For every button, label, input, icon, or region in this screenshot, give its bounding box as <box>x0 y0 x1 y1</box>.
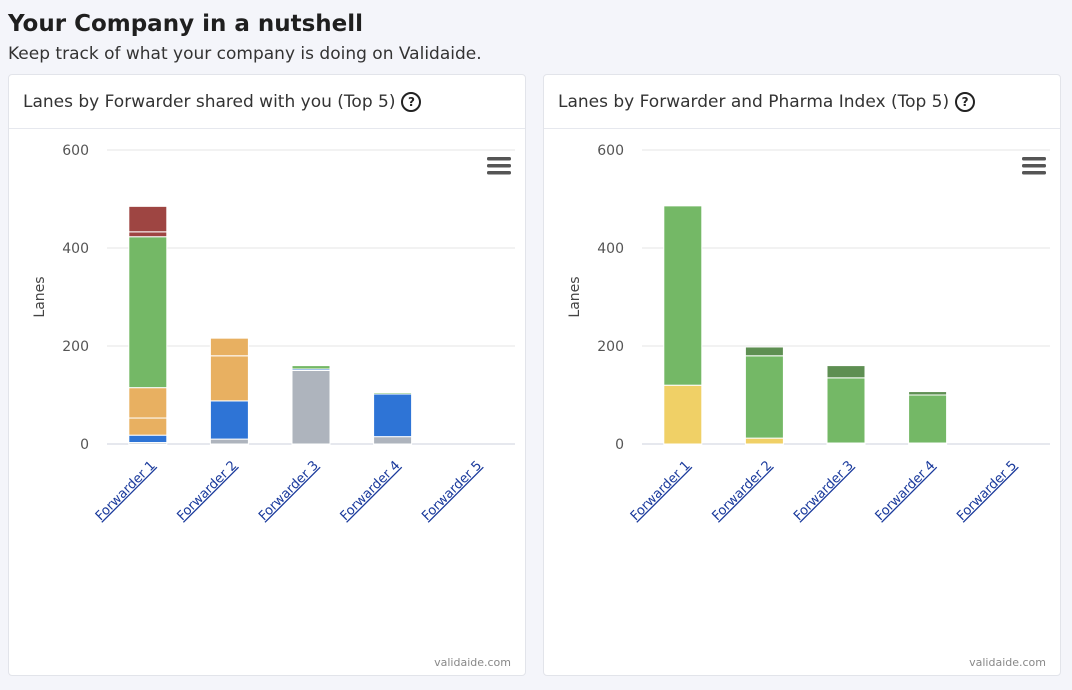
chart-card-pharma-index: Lanes by Forwarder and Pharma Index (Top… <box>543 74 1061 676</box>
bar-segment[interactable] <box>908 391 948 396</box>
page-subtitle: Keep track of what your company is doing… <box>8 44 482 64</box>
x-category-label[interactable]: Forwarder 1 <box>93 458 159 524</box>
x-category-label[interactable]: Forwarder 3 <box>791 458 857 524</box>
x-category-label[interactable]: Forwarder 3 <box>256 458 322 524</box>
card-header: Lanes by Forwarder and Pharma Index (Top… <box>544 75 1060 129</box>
x-category-label[interactable]: Forwarder 4 <box>338 458 404 524</box>
y-tick-label: 400 <box>62 241 89 257</box>
bar-segment[interactable] <box>128 434 168 444</box>
card-header: Lanes by Forwarder shared with you (Top … <box>9 75 525 129</box>
chart-credit[interactable]: validaide.com <box>969 656 1046 669</box>
y-tick-label: 400 <box>597 241 624 257</box>
x-category-label[interactable]: Forwarder 4 <box>873 458 939 524</box>
y-axis-label: Lanes <box>567 276 583 317</box>
chart-credit[interactable]: validaide.com <box>434 656 511 669</box>
bar-segment[interactable] <box>826 365 866 379</box>
card-title: Lanes by Forwarder and Pharma Index (Top… <box>558 91 950 112</box>
hamburger-menu-icon[interactable] <box>487 157 511 175</box>
y-axis-label: Lanes <box>32 276 48 317</box>
y-tick-label: 600 <box>597 143 624 159</box>
bar-segment[interactable] <box>209 438 249 445</box>
bar-segment[interactable] <box>744 346 784 357</box>
chart-card-shared-lanes: Lanes by Forwarder shared with you (Top … <box>8 74 526 676</box>
bar-segment[interactable] <box>373 392 413 395</box>
x-category-label[interactable]: Forwarder 1 <box>628 458 694 524</box>
y-tick-label: 0 <box>80 437 89 453</box>
page-title: Your Company in a nutshell <box>8 11 364 37</box>
y-tick-label: 200 <box>597 339 624 355</box>
bar-segment[interactable] <box>128 231 168 238</box>
card-title: Lanes by Forwarder shared with you (Top … <box>23 91 396 112</box>
help-icon[interactable]: ? <box>401 91 422 112</box>
y-tick-label: 200 <box>62 339 89 355</box>
hamburger-menu-icon[interactable] <box>1022 157 1046 175</box>
bar-segment[interactable] <box>128 236 168 389</box>
bar-segment[interactable] <box>908 394 948 444</box>
x-category-label[interactable]: Forwarder 2 <box>709 458 775 524</box>
y-tick-label: 0 <box>615 437 624 453</box>
bar-segment[interactable] <box>373 393 413 438</box>
x-category-label[interactable]: Forwarder 5 <box>954 458 1020 524</box>
bar-segment[interactable] <box>744 437 784 445</box>
bar-segment[interactable] <box>744 355 784 439</box>
bar-segment[interactable] <box>663 384 703 445</box>
page-header: Your Company in a nutshell Keep track of… <box>8 8 482 68</box>
bar-segment[interactable] <box>291 365 331 370</box>
help-icon[interactable]: ? <box>955 91 976 112</box>
x-category-label[interactable]: Forwarder 2 <box>174 458 240 524</box>
x-category-label[interactable]: Forwarder 5 <box>419 458 485 524</box>
bar-segment[interactable] <box>128 387 168 419</box>
bar-segment[interactable] <box>291 370 331 445</box>
bar-segment[interactable] <box>826 377 866 444</box>
bar-segment[interactable] <box>128 417 168 436</box>
bar-segment[interactable] <box>209 355 249 402</box>
bar-segment[interactable] <box>663 205 703 386</box>
bar-segment[interactable] <box>209 400 249 440</box>
bar-segment[interactable] <box>128 205 168 233</box>
y-tick-label: 600 <box>62 143 89 159</box>
bar-segment[interactable] <box>209 337 249 357</box>
bar-segment[interactable] <box>373 436 413 445</box>
